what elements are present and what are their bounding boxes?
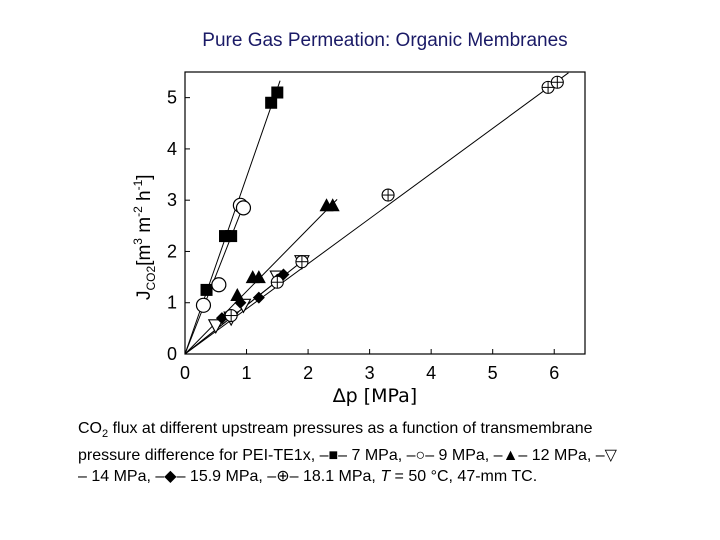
x-tick-label: 5 bbox=[488, 363, 498, 383]
data-point bbox=[252, 291, 265, 304]
data-point bbox=[270, 275, 284, 289]
data-point bbox=[295, 255, 309, 269]
x-tick-label: 6 bbox=[549, 363, 559, 383]
data-point bbox=[325, 198, 340, 212]
data-point bbox=[265, 96, 278, 109]
data-point bbox=[195, 297, 212, 313]
fit-line bbox=[184, 200, 246, 355]
data-point bbox=[224, 308, 238, 323]
data-point bbox=[235, 200, 252, 216]
data-point bbox=[550, 75, 564, 89]
data-point bbox=[251, 270, 266, 284]
axes: 0 1 2 3 4 5 6 0 1 2 3 4 5 bbox=[167, 71, 586, 383]
y-tick-label: 1 bbox=[167, 293, 177, 313]
x-tick-label: 3 bbox=[365, 363, 375, 383]
data-point bbox=[211, 277, 227, 293]
data-point bbox=[271, 86, 284, 99]
x-axis-label: ∆p [MPa] bbox=[332, 385, 417, 407]
axis-labels: ∆p [MPa] JCO2[m3 m-2 h-1] bbox=[131, 174, 417, 407]
plot-frame bbox=[184, 71, 586, 355]
data-point bbox=[207, 319, 224, 334]
y-tick-label: 0 bbox=[167, 344, 177, 364]
y-tick-label: 3 bbox=[167, 190, 177, 210]
x-tick-label: 1 bbox=[242, 363, 252, 383]
caption-line-3: – 14 MPa, –◆– 15.9 MPa, –⊕– 18.1 MPa, T … bbox=[78, 468, 538, 486]
caption-line-1: CO2 flux at different upstream pressures… bbox=[78, 420, 593, 441]
x-tick-label: 0 bbox=[180, 363, 190, 383]
y-tick-label: 5 bbox=[167, 88, 177, 108]
y-tick-label: 4 bbox=[167, 139, 177, 159]
caption-line-2: pressure difference for PEI-TE1x, –■– 7 … bbox=[78, 447, 617, 465]
figure-caption: CO2 flux at different upstream pressures… bbox=[78, 418, 678, 487]
x-tick-label: 4 bbox=[426, 363, 436, 383]
fit-line bbox=[184, 72, 569, 355]
chart-title: Pure Gas Permeation: Organic Membranes bbox=[202, 30, 568, 51]
x-tick-label: 2 bbox=[303, 363, 313, 383]
data-point bbox=[225, 230, 238, 243]
data-point bbox=[234, 296, 247, 309]
data-point bbox=[381, 188, 395, 202]
y-tick-label: 2 bbox=[167, 241, 177, 261]
y-axis-label: JCO2[m3 m-2 h-1] bbox=[131, 174, 158, 300]
data-points bbox=[195, 75, 564, 334]
data-point bbox=[200, 283, 213, 296]
